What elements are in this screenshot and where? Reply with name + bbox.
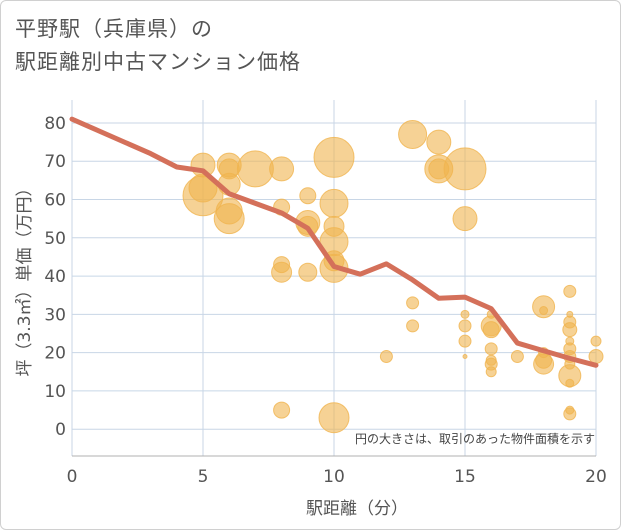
x-tick-label: 15 [454,467,476,487]
data-bubble [462,353,468,359]
data-bubble [484,342,498,356]
x-tick-label: 10 [323,467,345,487]
x-axis-ticks: 0 5 10 15 20 [67,467,607,487]
bubble-size-note: 円の大きさは、取引のあった物件面積を示す [355,431,595,446]
data-bubble [452,206,478,232]
data-bubble [298,262,318,282]
data-bubble [482,321,500,339]
data-bubble [563,284,577,298]
y-axis-ticks: 0 10 20 30 40 50 60 70 80 [44,114,66,440]
data-bubble [485,366,497,378]
data-bubble [539,306,549,316]
data-bubble [443,147,487,191]
y-tick-label: 50 [44,229,66,249]
data-bubble [406,296,420,310]
data-bubble [271,261,293,283]
data-bubble [588,348,604,364]
data-bubble [590,335,602,347]
data-bubble [299,187,317,205]
data-bubble [213,203,245,235]
data-bubble [273,401,291,419]
y-tick-label: 30 [44,305,66,325]
y-axis-label: 坪（3.3㎡）単価（万円） [15,179,35,376]
bubble-layer [182,119,604,434]
data-bubble [563,407,577,421]
data-bubble [458,319,472,333]
data-bubble [458,334,472,348]
trend-line [69,116,599,368]
data-bubble [460,309,470,319]
y-tick-label: 80 [44,114,66,134]
data-bubble [319,188,349,218]
y-tick-label: 40 [44,267,66,287]
chart-title-line-1: 平野駅（兵庫県）の [15,17,213,41]
data-bubble [318,402,350,434]
data-bubble [398,119,428,149]
y-tick-label: 60 [44,191,66,211]
x-axis-label: 駅距離（分） [306,499,408,519]
data-bubble [406,319,420,333]
data-bubble [426,129,452,155]
x-tick-label: 20 [585,467,607,487]
y-tick-label: 70 [44,152,66,172]
data-bubble [379,349,393,363]
data-bubble [562,322,578,338]
data-bubble [236,150,274,188]
y-tick-label: 0 [55,420,66,440]
y-tick-label: 20 [44,344,66,364]
y-tick-label: 10 [44,382,66,402]
x-tick-label: 0 [67,467,78,487]
data-bubble [565,378,575,388]
chart-title: 平野駅（兵庫県）の 駅距離別中古マンション価格 [15,13,301,79]
trend-layer [69,116,599,368]
x-tick-label: 5 [198,467,209,487]
chart-title-line-2: 駅距離別中古マンション価格 [15,50,301,74]
data-bubble [313,136,355,178]
data-bubble [533,353,555,375]
data-bubble [510,349,524,363]
data-bubble [269,156,295,182]
